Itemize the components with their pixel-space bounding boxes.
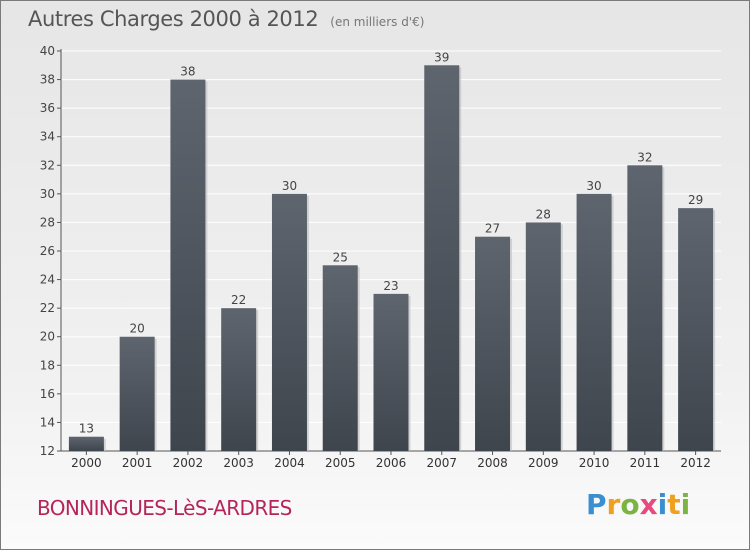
data-label: 39 <box>434 50 449 64</box>
y-tick-label: 12 <box>40 444 55 458</box>
x-tick-label: 2007 <box>426 456 457 470</box>
y-tick-label: 40 <box>40 44 55 58</box>
y-tick-label: 14 <box>40 415 55 429</box>
chart-title-text: Autres Charges 2000 à 2012 <box>28 7 319 31</box>
y-tick-label: 34 <box>40 130 55 144</box>
y-tick-label: 22 <box>40 301 55 315</box>
x-tick-label: 2001 <box>122 456 153 470</box>
labels: 13 2000 20 2001 38 2002 22 2003 30 2004 25 2005 23 20… <box>71 50 711 470</box>
bar <box>221 308 257 451</box>
y-tick-label: 16 <box>40 387 55 401</box>
brand-letter: t <box>667 488 681 521</box>
data-label: 32 <box>637 150 652 164</box>
bar <box>119 336 155 451</box>
chart-subtitle: (en milliers d'€) <box>330 15 425 29</box>
x-tick-label: 2003 <box>223 456 254 470</box>
data-label: 25 <box>333 250 348 264</box>
bar <box>322 265 358 451</box>
x-tick-label: 2010 <box>579 456 610 470</box>
x-tick-label: 2004 <box>274 456 305 470</box>
data-label: 30 <box>586 179 601 193</box>
proxiti-logo: Proxiti <box>586 488 690 521</box>
x-tick-label: 2000 <box>71 456 102 470</box>
y-tick-label: 30 <box>40 187 55 201</box>
bar <box>475 236 511 451</box>
data-label: 30 <box>282 179 297 193</box>
bar <box>627 165 663 452</box>
chart-title: Autres Charges 2000 à 2012 (en milliers d… <box>28 7 424 31</box>
data-label: 38 <box>180 65 195 79</box>
brand-letter: x <box>639 488 658 521</box>
x-tick-label: 2011 <box>630 456 661 470</box>
data-label: 13 <box>79 422 94 436</box>
bar <box>170 79 206 452</box>
data-label: 29 <box>688 193 703 207</box>
bar <box>678 208 714 451</box>
x-tick-label: 2008 <box>477 456 508 470</box>
y-tick-label: 38 <box>40 73 55 87</box>
bar <box>271 193 307 451</box>
data-label: 20 <box>130 322 145 336</box>
bars <box>68 65 716 452</box>
data-label: 22 <box>231 293 246 307</box>
x-tick-label: 2002 <box>173 456 204 470</box>
commune-name: BONNINGUES-LèS-ARDRES <box>37 496 292 520</box>
brand-letter: P <box>586 488 607 521</box>
y-tick-label: 26 <box>40 244 55 258</box>
bar <box>68 436 104 451</box>
brand-letter: i <box>657 488 668 521</box>
bar <box>373 293 409 451</box>
y-tick-label: 20 <box>40 330 55 344</box>
bar <box>576 193 612 451</box>
y-tick-label: 24 <box>40 273 55 287</box>
data-label: 27 <box>485 222 500 236</box>
x-tick-label: 2012 <box>680 456 711 470</box>
data-label: 23 <box>383 279 398 293</box>
y-tick-label: 36 <box>40 101 55 115</box>
x-tick-label: 2009 <box>528 456 559 470</box>
brand-letter: r <box>606 488 621 521</box>
brand-letter: i <box>680 488 691 521</box>
y-tick-label: 18 <box>40 358 55 372</box>
x-tick-label: 2005 <box>325 456 356 470</box>
y-tick-label: 32 <box>40 158 55 172</box>
x-tick-label: 2006 <box>376 456 407 470</box>
bar <box>525 222 561 451</box>
data-label: 28 <box>536 207 551 221</box>
bar <box>424 65 460 452</box>
y-tick-label: 28 <box>40 215 55 229</box>
brand-letter: o <box>620 488 640 521</box>
